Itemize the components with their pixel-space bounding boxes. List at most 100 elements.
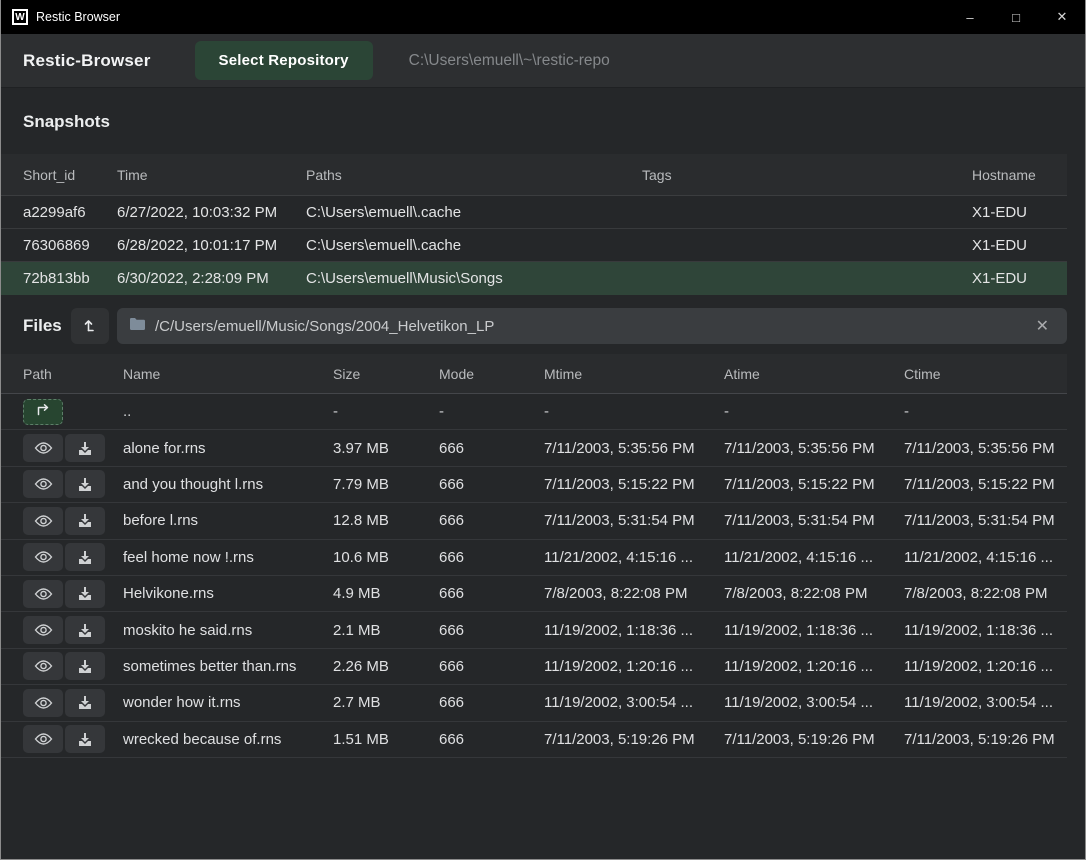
current-path-value: /C/Users/emuell/Music/Songs/2004_Helveti… — [155, 317, 495, 335]
file-atime: 7/8/2003, 8:22:08 PM — [724, 585, 868, 603]
download-button[interactable] — [65, 652, 105, 681]
maximize-button[interactable]: □ — [1012, 9, 1020, 25]
app-header: Restic-Browser Select Repository C:\User… — [1, 34, 1085, 88]
download-button[interactable] — [65, 434, 105, 463]
clear-path-button[interactable]: ✕ — [1030, 314, 1055, 338]
snapshot-time: 6/28/2022, 10:01:17 PM — [117, 236, 278, 254]
file-mtime: 7/11/2003, 5:31:54 PM — [544, 512, 695, 530]
eye-icon — [34, 514, 53, 528]
download-button[interactable] — [65, 616, 105, 645]
file-ctime: 11/19/2002, 1:18:36 ... — [904, 621, 1054, 639]
snapshot-row[interactable]: a2299af6 6/27/2022, 10:03:32 PM C:\Users… — [1, 196, 1067, 229]
minimize-button[interactable]: – — [966, 9, 974, 25]
file-atime: 11/19/2002, 1:20:16 ... — [724, 657, 874, 675]
file-name: and you thought l.rns — [123, 475, 264, 493]
file-size: 10.6 MB — [333, 548, 389, 566]
download-icon — [77, 550, 93, 565]
file-actions — [23, 652, 123, 681]
file-row: moskito he said.rns 2.1 MB 666 11/19/200… — [1, 612, 1067, 649]
download-button[interactable] — [65, 579, 105, 608]
file-atime: 11/19/2002, 3:00:54 ... — [724, 694, 874, 712]
snapshot-hostname: X1-EDU — [972, 269, 1028, 287]
preview-button[interactable] — [23, 470, 63, 499]
col-atime: Atime — [724, 365, 760, 382]
folder-icon — [129, 317, 146, 336]
file-mode: 666 — [439, 512, 465, 530]
file-name: feel home now !.rns — [123, 548, 254, 566]
close-button[interactable]: ✕ — [1056, 9, 1068, 24]
file-ctime: 7/11/2003, 5:15:22 PM — [904, 475, 1055, 493]
snapshot-short-id: 76306869 — [23, 236, 90, 254]
file-actions — [23, 725, 123, 754]
file-size: 2.26 MB — [333, 657, 389, 675]
preview-button[interactable] — [23, 725, 63, 754]
file-atime: 11/19/2002, 1:18:36 ... — [724, 621, 874, 639]
go-root-button[interactable] — [71, 308, 109, 344]
col-tags: Tags — [642, 166, 672, 183]
file-size: 7.79 MB — [333, 475, 389, 493]
download-button[interactable] — [65, 506, 105, 535]
file-actions — [23, 506, 123, 535]
preview-button[interactable] — [23, 579, 63, 608]
file-row: Helvikone.rns 4.9 MB 666 7/8/2003, 8:22:… — [1, 576, 1067, 613]
file-name: moskito he said.rns — [123, 621, 253, 639]
file-mode: 666 — [439, 439, 465, 457]
col-name: Name — [123, 365, 161, 382]
file-atime: 11/21/2002, 4:15:16 ... — [724, 548, 874, 566]
file-mtime: 11/19/2002, 1:20:16 ... — [544, 657, 694, 675]
eye-icon — [34, 659, 53, 673]
file-size: 3.97 MB — [333, 439, 389, 457]
eye-icon — [34, 696, 53, 710]
snapshot-row[interactable]: 76306869 6/28/2022, 10:01:17 PM C:\Users… — [1, 229, 1067, 262]
snapshot-row-selected[interactable]: 72b813bb 6/30/2022, 2:28:09 PM C:\Users\… — [1, 262, 1067, 295]
file-actions — [23, 616, 123, 645]
file-row: wrecked because of.rns 1.51 MB 666 7/11/… — [1, 722, 1067, 758]
snapshot-hostname: X1-EDU — [972, 203, 1028, 221]
file-name: .. — [123, 403, 132, 421]
file-size: 1.51 MB — [333, 730, 389, 748]
file-mtime: 7/8/2003, 8:22:08 PM — [544, 585, 688, 603]
file-ctime: - — [904, 403, 909, 421]
parent-dir-row: .. - - - - - — [1, 394, 1067, 431]
file-mode: 666 — [439, 621, 465, 639]
file-row: wonder how it.rns 2.7 MB 666 11/19/2002,… — [1, 685, 1067, 722]
preview-button[interactable] — [23, 506, 63, 535]
preview-button[interactable] — [23, 543, 63, 572]
preview-button[interactable] — [23, 434, 63, 463]
current-path-bar[interactable]: /C/Users/emuell/Music/Songs/2004_Helveti… — [117, 308, 1067, 344]
file-size: 12.8 MB — [333, 512, 389, 530]
download-button[interactable] — [65, 543, 105, 572]
file-mtime: 7/11/2003, 5:35:56 PM — [544, 439, 695, 457]
col-mode: Mode — [439, 365, 475, 382]
download-icon — [77, 623, 93, 638]
file-name: before l.rns — [123, 512, 199, 530]
snapshot-paths: C:\Users\emuell\.cache — [306, 236, 462, 254]
file-size: 2.7 MB — [333, 694, 381, 712]
preview-button[interactable] — [23, 652, 63, 681]
download-button[interactable] — [65, 470, 105, 499]
col-time: Time — [117, 166, 148, 183]
file-mode: 666 — [439, 730, 465, 748]
col-size: Size — [333, 365, 361, 382]
select-repository-button[interactable]: Select Repository — [194, 41, 373, 80]
file-ctime: 11/19/2002, 1:20:16 ... — [904, 657, 1054, 675]
file-mode: 666 — [439, 475, 465, 493]
file-mode: 666 — [439, 657, 465, 675]
download-button[interactable] — [65, 688, 105, 717]
file-mode: 666 — [439, 585, 465, 603]
download-icon — [77, 441, 93, 456]
file-actions — [23, 579, 123, 608]
file-mode: 666 — [439, 548, 465, 566]
snapshot-hostname: X1-EDU — [972, 236, 1028, 254]
arrow-up-right-icon — [35, 403, 51, 420]
download-button[interactable] — [65, 725, 105, 754]
download-icon — [77, 659, 93, 674]
download-icon — [77, 586, 93, 601]
preview-button[interactable] — [23, 688, 63, 717]
preview-button[interactable] — [23, 616, 63, 645]
files-table-header: Path Name Size Mode Mtime Atime Ctime — [1, 354, 1067, 394]
go-up-button[interactable] — [23, 398, 63, 425]
snapshots-table-header: Short_id Time Paths Tags Hostname — [1, 154, 1067, 196]
col-ctime: Ctime — [904, 365, 941, 382]
